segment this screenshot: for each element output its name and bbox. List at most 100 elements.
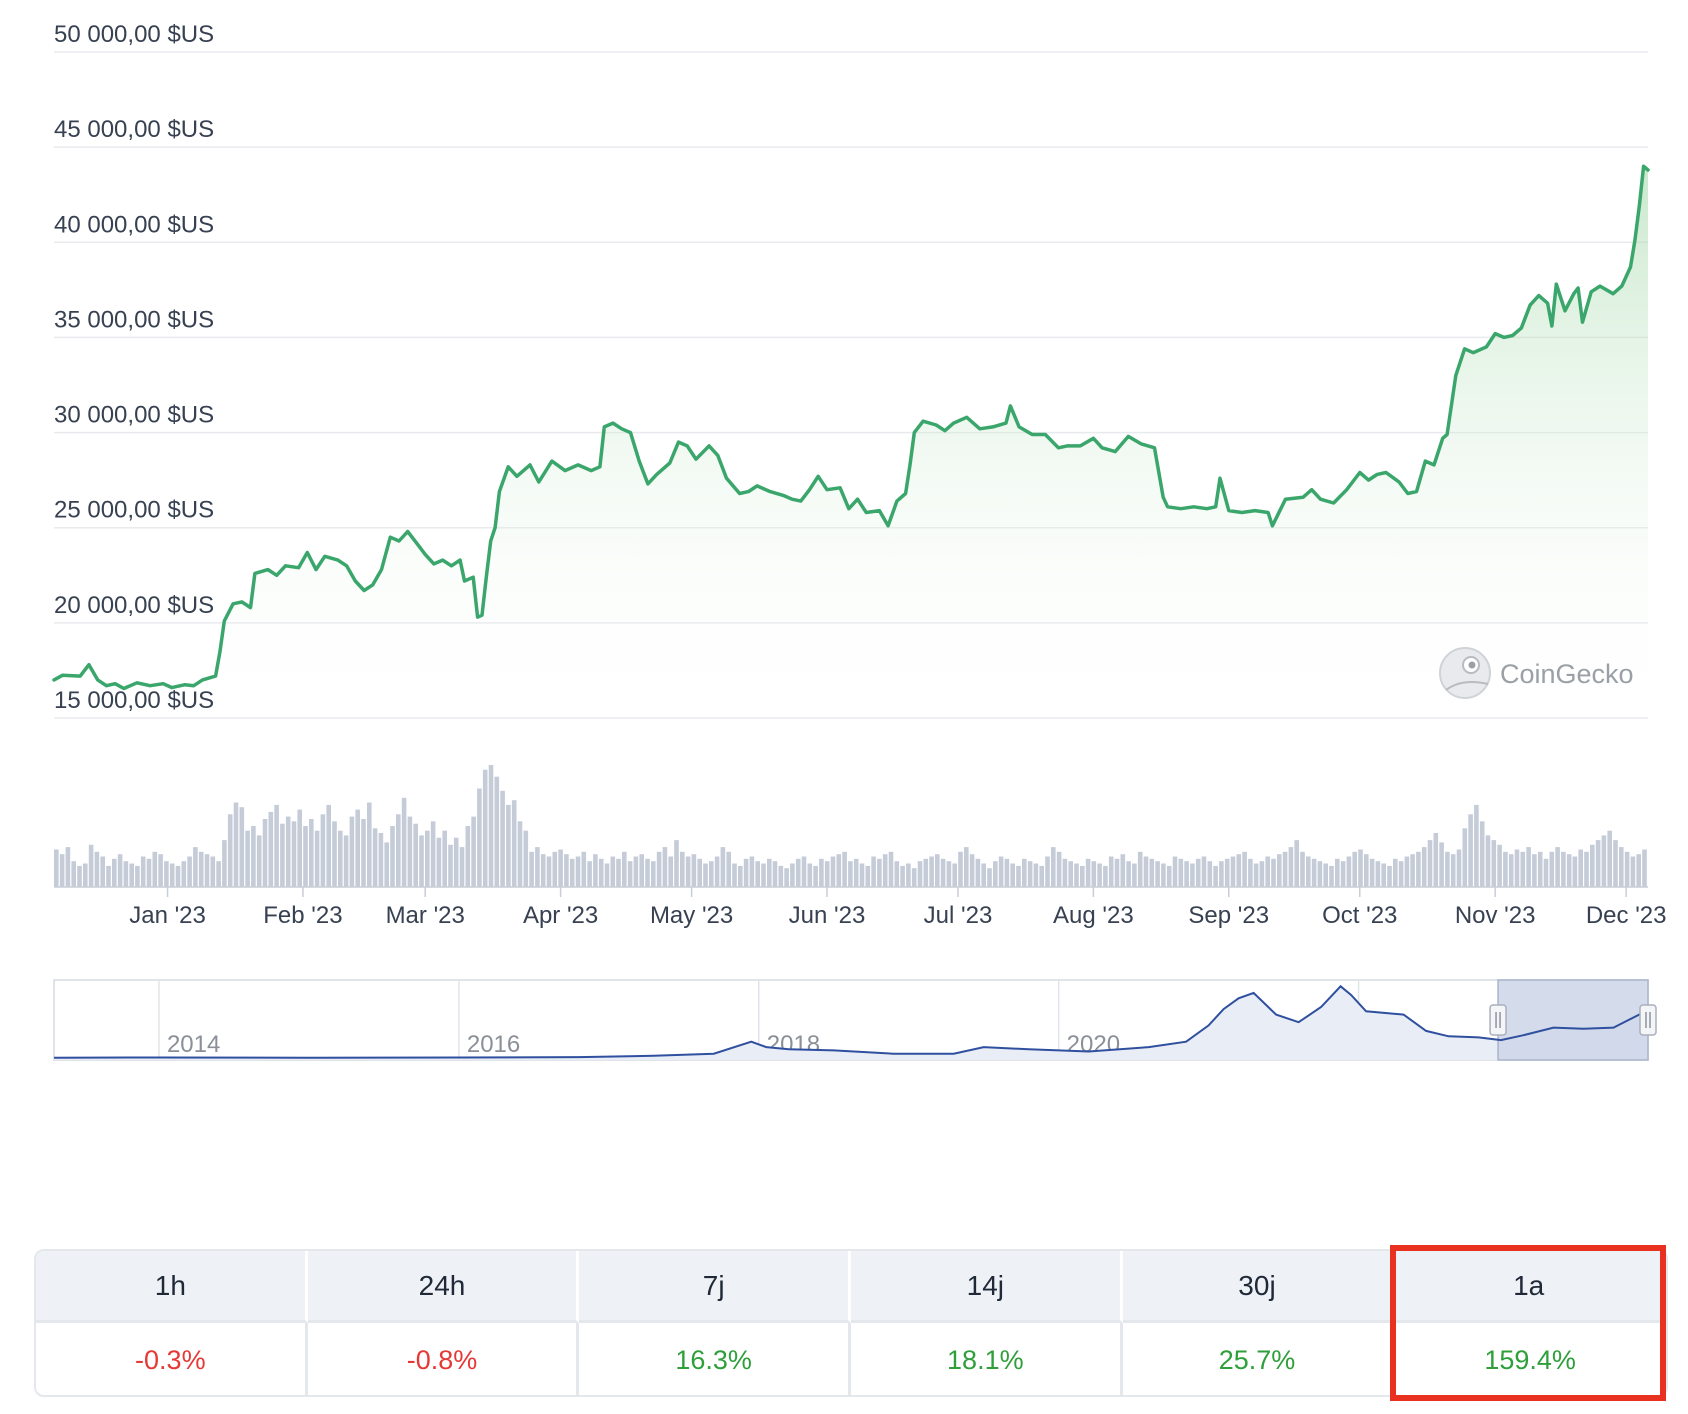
- volume-bar: [204, 854, 210, 887]
- volume-bar: [1085, 858, 1091, 887]
- navigator-right-handle[interactable]: [1639, 1004, 1657, 1036]
- price-chart-svg: 50 000,00 $US 45 000,00 $US 40 000,00 $US 3…: [52, 21, 1666, 1061]
- volume-bar: [1108, 856, 1114, 887]
- volume-bar: [65, 847, 71, 887]
- volume-bar: [714, 856, 720, 887]
- price-area-fill: [54, 166, 1648, 718]
- volume-bar: [1497, 844, 1502, 887]
- volume-bar: [1120, 854, 1126, 887]
- volume-bar: [488, 765, 494, 887]
- volume-bar: [871, 856, 876, 887]
- volume-bar: [1062, 858, 1068, 887]
- volume-bar: [946, 861, 952, 887]
- volume-bar: [1421, 847, 1427, 887]
- change-value-1h: -0.3%: [36, 1323, 308, 1395]
- volume-bar: [1016, 865, 1021, 887]
- volume-bar: [610, 856, 616, 887]
- volume-bar: [274, 804, 279, 887]
- change-value-7d: 16.3%: [579, 1323, 851, 1395]
- volume-bar: [1027, 861, 1033, 887]
- volume-bar: [987, 868, 992, 887]
- volume-bar: [401, 797, 407, 887]
- volume-bar: [888, 851, 894, 887]
- range-navigator[interactable]: 20142016201820202022: [53, 979, 1657, 1061]
- volume-bar: [1248, 858, 1253, 887]
- volume-bar: [1103, 865, 1108, 887]
- volume-bar: [1335, 858, 1340, 887]
- volume-bar: [1439, 842, 1444, 887]
- volume-bar: [1433, 833, 1439, 887]
- y-tick-label: 25 000,00 $US: [54, 497, 214, 524]
- volume-bar: [546, 856, 552, 887]
- volume-bar: [593, 854, 598, 887]
- navigator-line: [53, 984, 1649, 1059]
- volume-bar: [175, 865, 181, 887]
- volume-bar: [645, 858, 650, 887]
- handle-grip: [1639, 1004, 1657, 1036]
- x-tick-label: Sep '23: [1188, 902, 1269, 929]
- navigator-year-label: 2014: [167, 1031, 220, 1058]
- volume-bar: [448, 844, 453, 887]
- volume-bar: [964, 847, 969, 887]
- volume-bar: [703, 863, 708, 887]
- period-header-14d[interactable]: 14j: [850, 1251, 1123, 1323]
- volume-bar: [906, 863, 911, 887]
- x-axis-labels: Jan '23 Feb '23 Mar '23 Apr '23 May '23 Jun '…: [129, 887, 1666, 929]
- navigator-left-handle[interactable]: [1489, 1004, 1507, 1036]
- period-header-24h[interactable]: 24h: [307, 1251, 580, 1323]
- period-header-1h[interactable]: 1h: [36, 1251, 308, 1323]
- price-area: [54, 166, 1648, 718]
- volume-bar: [1526, 847, 1531, 887]
- change-value-14d: 18.1%: [850, 1323, 1123, 1395]
- period-header-30d[interactable]: 30j: [1122, 1251, 1395, 1323]
- volume-bar: [88, 844, 94, 887]
- volume-bar: [767, 858, 772, 887]
- volume-bar: [975, 858, 981, 887]
- volume-bar: [1137, 851, 1143, 887]
- volume-bar: [1201, 856, 1207, 887]
- volume-bar: [622, 851, 627, 887]
- volume-bar: [1503, 851, 1508, 887]
- volume-bar: [1375, 861, 1381, 887]
- volume-bar: [1340, 861, 1346, 887]
- volume-bar: [1387, 865, 1392, 887]
- volume-bar: [1381, 863, 1386, 887]
- y-tick-label: 50 000,00 $US: [54, 21, 214, 48]
- volume-bar: [193, 847, 198, 887]
- volume-bar: [216, 861, 221, 887]
- volume-bar: [1450, 854, 1456, 887]
- volume-bar: [1155, 861, 1160, 887]
- volume-bar: [1213, 865, 1218, 887]
- volume-bar: [210, 856, 216, 887]
- volume-bar: [1329, 865, 1334, 887]
- volume-bar: [668, 856, 673, 887]
- volume-bar: [540, 854, 546, 887]
- volume-bar: [222, 840, 227, 887]
- volume-bar: [1479, 821, 1485, 887]
- change-value-24h: -0.8%: [307, 1323, 580, 1395]
- volume-bar: [517, 821, 523, 887]
- x-tick-label: Jul '23: [924, 902, 993, 929]
- y-axis-labels: 50 000,00 $US 45 000,00 $US 40 000,00 $US 3…: [54, 21, 214, 714]
- volume-bar: [1549, 851, 1555, 887]
- period-header-7d[interactable]: 7j: [579, 1251, 851, 1323]
- coingecko-watermark: CoinGecko: [1439, 647, 1634, 699]
- period-header-1y[interactable]: 1a: [1394, 1251, 1666, 1323]
- volume-bar: [529, 851, 534, 887]
- volume-bar: [969, 854, 975, 887]
- volume-bar: [633, 856, 639, 887]
- x-tick-label: Aug '23: [1053, 902, 1134, 929]
- volume-bar: [262, 819, 268, 887]
- volume-bar: [575, 856, 581, 887]
- volume-bar: [755, 861, 760, 887]
- volume-bar: [314, 830, 320, 887]
- volume-bar: [720, 847, 726, 887]
- volume-bar: [877, 858, 882, 887]
- volume-bar: [674, 840, 679, 887]
- x-tick-label: Apr '23: [523, 902, 598, 929]
- volume-bar: [146, 858, 152, 887]
- volume-bar: [1253, 863, 1259, 887]
- volume-bar: [1132, 863, 1137, 887]
- volume-bar: [1445, 851, 1450, 887]
- volume-bar: [1561, 851, 1566, 887]
